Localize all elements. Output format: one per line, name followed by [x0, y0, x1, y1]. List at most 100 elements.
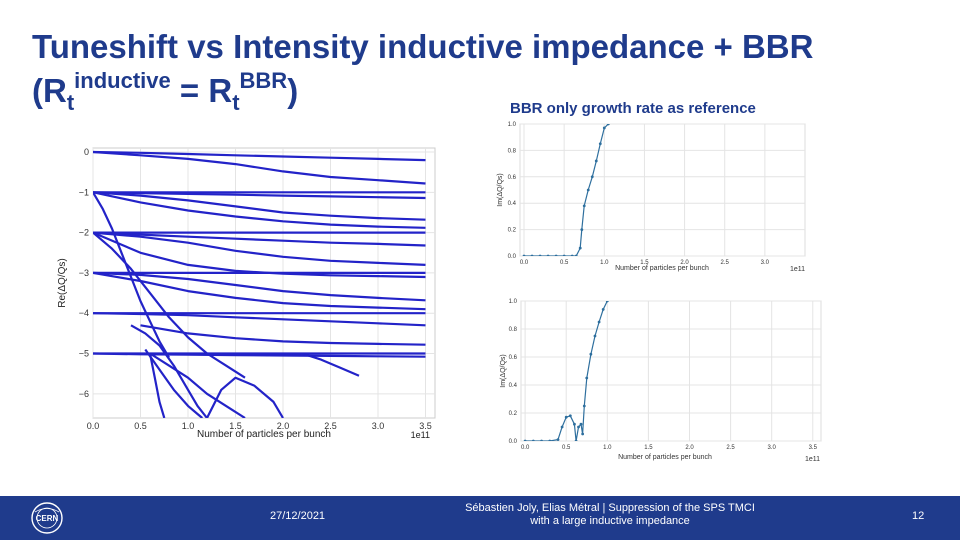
growth-rate-line — [525, 301, 608, 441]
series-group — [93, 150, 426, 418]
title-close: ) — [287, 72, 299, 109]
data-point — [564, 415, 568, 419]
plot-area — [519, 123, 806, 257]
data-point — [593, 334, 597, 338]
data-point — [579, 422, 583, 426]
data-point — [590, 175, 594, 179]
ticks-group: 0.0 0.5 1.0 1.5 2.0 2.5 3.0 3.5 0 −1 −2 −3 −4 −5 −6 — [79, 147, 432, 431]
x-scale-label: 1e11 — [805, 456, 820, 463]
x-axis-label: Number of particles per bunch — [197, 429, 331, 440]
y-tick-label: 0.6 — [509, 355, 518, 361]
series-line-m4b — [93, 312, 426, 327]
data-point — [560, 425, 564, 429]
data-point — [531, 439, 535, 441]
x-tick-label: 2.5 — [726, 445, 735, 451]
y-tick-label: 1.0 — [508, 122, 517, 128]
y-tick-label: −6 — [79, 389, 89, 399]
title-sub1: t — [66, 90, 75, 115]
series-line-d3 — [130, 324, 208, 418]
data-point — [523, 439, 527, 441]
data-point — [585, 376, 589, 380]
x-tick-label: 1.5 — [640, 260, 649, 266]
data-point — [605, 301, 609, 303]
x-tick-label: 0.5 — [562, 445, 571, 451]
series-line-m2b — [93, 231, 426, 247]
data-point — [586, 188, 590, 192]
data-point — [548, 439, 552, 441]
cern-logo-text: CERN — [36, 514, 59, 523]
data-point — [602, 126, 606, 130]
x-tick-label: 2.0 — [680, 260, 689, 266]
data-point — [538, 254, 542, 256]
y-tick-label: −3 — [79, 268, 89, 278]
data-point — [606, 124, 610, 126]
footer-author-line1: Sébastien Joly, Elias Métral | Suppressi… — [465, 502, 755, 514]
slide-title-line1: Tuneshift vs Intensity inductive impedan… — [32, 28, 814, 65]
series-group — [522, 124, 610, 256]
series-line-m3b — [93, 271, 426, 302]
title-sup1: inductive — [74, 68, 171, 93]
y-axis-label: Im(ΔQ/Qs) — [497, 173, 504, 206]
series-line-d7 — [206, 376, 284, 418]
series-line-m0a — [93, 150, 426, 162]
data-point — [580, 228, 584, 231]
x-tick-label: 1.0 — [603, 445, 612, 451]
y-tick-label: 0.4 — [508, 201, 517, 207]
x-tick-label: 1.5 — [644, 445, 653, 451]
data-point — [589, 352, 593, 356]
x-scale-label: 1e11 — [790, 266, 805, 273]
data-point — [556, 438, 560, 441]
chart-re-tuneshift: 0.0 0.5 1.0 1.5 2.0 2.5 3.0 3.5 0 −1 −2 −3 −4 −5 −6 Nu… — [57, 147, 436, 440]
ticks-group: 0.0 0.5 1.0 1.5 2.0 2.5 3.0 0.0 0.2 0.4 0.6 0.8 1.0 — [508, 122, 770, 266]
series-line-d5 — [149, 352, 246, 418]
x-tick-label: 2.5 — [721, 260, 730, 266]
x-tick-label: 3.5 — [419, 421, 432, 431]
footer-author: Sébastien Joly, Elias Métral | Suppressi… — [430, 502, 790, 528]
data-point — [562, 254, 566, 256]
title-open: (R — [32, 72, 67, 109]
x-tick-label: 3.0 — [768, 445, 777, 451]
x-tick-label: 3.0 — [761, 260, 770, 266]
y-tick-label: −4 — [79, 308, 89, 318]
series-line-m1d — [93, 191, 426, 229]
cern-logo-icon: CERN — [31, 502, 63, 534]
data-point — [573, 422, 576, 426]
series-line-d8 — [301, 352, 360, 377]
footer-date: 27/12/2021 — [270, 510, 326, 522]
x-tick-label: 0.0 — [87, 421, 100, 431]
series-line-m1c — [93, 191, 426, 221]
x-tick-label: 3.0 — [372, 421, 385, 431]
y-tick-label: 0.0 — [509, 439, 518, 445]
reference-label: BBR only growth rate as reference — [510, 100, 756, 117]
x-tick-label: 3.5 — [809, 445, 818, 451]
series-line-m0b — [93, 150, 426, 185]
slide-title-line2: (Rtinductive = RtBBR) — [32, 68, 298, 116]
series-line-d6 — [148, 353, 166, 418]
title-eq: = R — [170, 72, 233, 109]
x-tick-label: 0.0 — [520, 260, 529, 266]
x-tick-label: 1.0 — [182, 421, 195, 431]
data-point — [577, 425, 580, 429]
data-point — [582, 404, 586, 408]
x-tick-label: 2.5 — [324, 421, 337, 431]
footer-author-line2: with a large inductive impedance — [530, 515, 690, 527]
title-sub2: t — [232, 90, 240, 115]
series-line-m4c — [140, 324, 426, 346]
series-line-d4 — [144, 348, 204, 418]
data-point — [594, 159, 598, 163]
y-axis-label: Re(ΔQ/Qs) — [57, 258, 68, 307]
x-axis-label: Number of particles per bunch — [618, 454, 712, 461]
series-line-m3c — [93, 271, 426, 311]
series-line-d2 — [93, 231, 246, 379]
chart-im-inductive-bbr: 0.0 0.5 1.0 1.5 2.0 2.5 3.0 3.5 0.0 0.2 0.4 0.6 0.8 1… — [500, 299, 822, 463]
x-tick-label: 1.5 — [229, 421, 242, 431]
data-point — [601, 308, 605, 311]
y-tick-label: 0.6 — [508, 175, 517, 181]
y-tick-label: −1 — [79, 187, 89, 197]
data-point — [574, 254, 578, 256]
data-point — [574, 439, 578, 441]
y-tick-label: 0.2 — [509, 411, 518, 417]
x-tick-label: 0.0 — [521, 445, 530, 451]
footer-bar: CERN 27/12/2021 Sébastien Joly, Elias Mé… — [0, 496, 960, 540]
data-point — [570, 254, 574, 256]
